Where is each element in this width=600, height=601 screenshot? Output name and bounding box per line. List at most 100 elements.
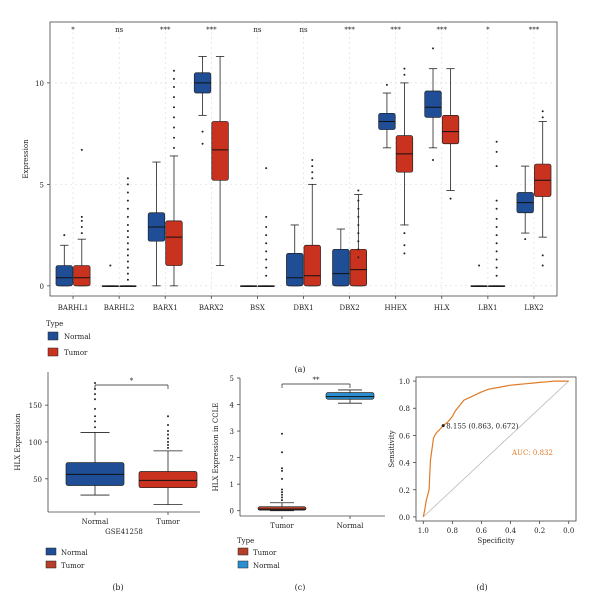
panel-a-outlier <box>265 274 268 277</box>
panel-a-outlier <box>357 232 360 235</box>
panel-a-significance: * <box>71 26 75 34</box>
panel-d-chart: 0.0 0.2 0.4 0.6 0.8 1.0 1.0 0.8 0.6 0.4 0.2 0.0 Spec… <box>388 376 577 545</box>
panel-a-tumor-box <box>165 220 183 266</box>
panel-b-outlier <box>167 443 169 446</box>
panel-d-cutoff-point <box>441 424 445 428</box>
panel-b-outlier <box>94 426 96 429</box>
panel-a-outlier <box>357 256 360 259</box>
panel-a-outlier <box>495 199 498 202</box>
panel-a-legend-swatch <box>47 347 59 357</box>
panel-a-outlier <box>126 266 129 269</box>
panel-a-outlier <box>172 69 175 72</box>
panel-a-outlier <box>126 177 129 180</box>
panel-b-ytick-label: 50 <box>33 476 42 484</box>
panel-d-cutoff-label: 8.155 (0.863, 0.672) <box>446 423 519 431</box>
panel-c-legend-swatch <box>237 547 249 556</box>
panel-b-legend-swatch <box>45 547 57 556</box>
panel-d-diagonal <box>422 380 570 518</box>
panel-a-outlier <box>432 47 435 50</box>
panel-a-outlier <box>126 215 129 218</box>
panel-a-outlier <box>385 83 388 86</box>
panel-c-xtick-label: Normal <box>337 522 364 530</box>
panel-a-outlier <box>172 146 175 149</box>
panel-a-outlier <box>357 189 360 192</box>
panel-a-outlier <box>265 215 268 218</box>
panel-d-xtick-label: 0.8 <box>447 527 458 535</box>
panel-a-legend-label: Tumor <box>64 349 88 357</box>
panel-a-outlier <box>201 130 204 133</box>
panel-c-ytick-label: 5 <box>230 375 234 383</box>
panel-a-chart: 0 5 10 Expression BARHL1 * BARHL2 ns BARX1 *** BAR… <box>22 21 558 357</box>
panel-a-outlier <box>172 106 175 109</box>
panel-a-significance: ns <box>115 26 124 34</box>
panel-a-outlier <box>126 278 129 281</box>
panel-a-xtick-label: HHEX <box>385 304 407 312</box>
panel-c-legend-label: Normal <box>253 562 280 570</box>
panel-b-legend-label: Tumor <box>61 562 85 570</box>
panel-a-outlier <box>265 266 268 269</box>
panel-a-outlier <box>126 260 129 263</box>
panel-a-significance: ns <box>299 26 308 34</box>
panel-a-outlier <box>357 207 360 210</box>
panel-a-tumor-box <box>349 248 367 287</box>
panel-a-significance: *** <box>206 26 217 34</box>
panel-a-xtick-label: BARX2 <box>199 304 224 312</box>
panel-a-outlier <box>311 165 314 168</box>
panel-c-legend-title: Type <box>237 537 254 545</box>
panel-b-outlier <box>94 393 96 396</box>
panel-a-outlier <box>265 258 268 261</box>
panel-a-outlier <box>541 264 544 267</box>
panel-b-significance: * <box>130 377 134 385</box>
panel-c-outlier <box>281 499 283 502</box>
panel-a-legend-title: Type <box>46 320 63 328</box>
panel-a-significance: *** <box>529 26 540 34</box>
panel-a-outlier <box>495 150 498 153</box>
panel-a-outlier <box>126 199 129 202</box>
panel-a-outlier <box>495 234 498 237</box>
panel-c-outlier <box>281 451 283 454</box>
panel-b-outlier <box>167 446 169 449</box>
panel-a-outlier <box>495 242 498 245</box>
panel-b-ytick-label: 150 <box>29 402 42 410</box>
panel-a-outlier <box>126 207 129 210</box>
panel-a-outlier <box>63 234 66 237</box>
panel-b-chart: 50 100 150 HLX Expression Normal Tumor GSE4125… <box>14 372 200 570</box>
panel-a-ytick-label: 0 <box>40 283 44 291</box>
panel-b-outlier <box>167 429 169 432</box>
panel-a-outlier <box>357 199 360 202</box>
panel-a-outlier <box>495 165 498 168</box>
panel-d-xtick-label: 0.2 <box>534 527 545 535</box>
panel-d-xtick-label: 1.0 <box>418 527 429 535</box>
panel-a-outlier <box>109 264 112 267</box>
panel-a-ylabel: Expression <box>22 139 30 179</box>
panel-a-outlier <box>80 215 83 218</box>
panel-c-outlier <box>281 469 283 472</box>
panel-a-outlier <box>357 223 360 226</box>
panel-a-outlier <box>172 96 175 99</box>
panel-a-legend-label: Normal <box>64 333 91 341</box>
panel-b-ylabel: HLX Expression <box>14 413 22 471</box>
panel-a-outlier <box>541 116 544 119</box>
panel-a-outlier <box>265 250 268 253</box>
panel-a-outlier <box>126 236 129 239</box>
panel-b-outlier <box>94 415 96 418</box>
panel-c-outlier <box>281 467 283 470</box>
panel-a-significance: ns <box>253 26 262 34</box>
panel-c-normal-box <box>325 392 375 400</box>
panel-b-xtick-label: Normal <box>82 518 109 526</box>
panel-d-ytick-label: 0.4 <box>399 460 411 468</box>
panel-a-outlier <box>495 250 498 253</box>
panel-a-outlier <box>265 242 268 245</box>
panel-a-outlier <box>172 136 175 139</box>
panel-a-outlier <box>541 254 544 257</box>
panel-a-xtick-label: BSX <box>250 304 265 312</box>
panel-a-outlier <box>311 171 314 174</box>
panel-b-legend-label: Normal <box>61 549 88 557</box>
panel-d-frame <box>415 376 577 522</box>
panel-b-outlier <box>94 407 96 410</box>
panel-label-c: (c) <box>295 583 306 592</box>
panel-b-outlier <box>94 382 96 385</box>
panel-c-legend-label: Tumor <box>253 549 277 557</box>
panel-d-xtick-label: 0.6 <box>476 527 488 535</box>
panel-b-outlier <box>167 415 169 418</box>
